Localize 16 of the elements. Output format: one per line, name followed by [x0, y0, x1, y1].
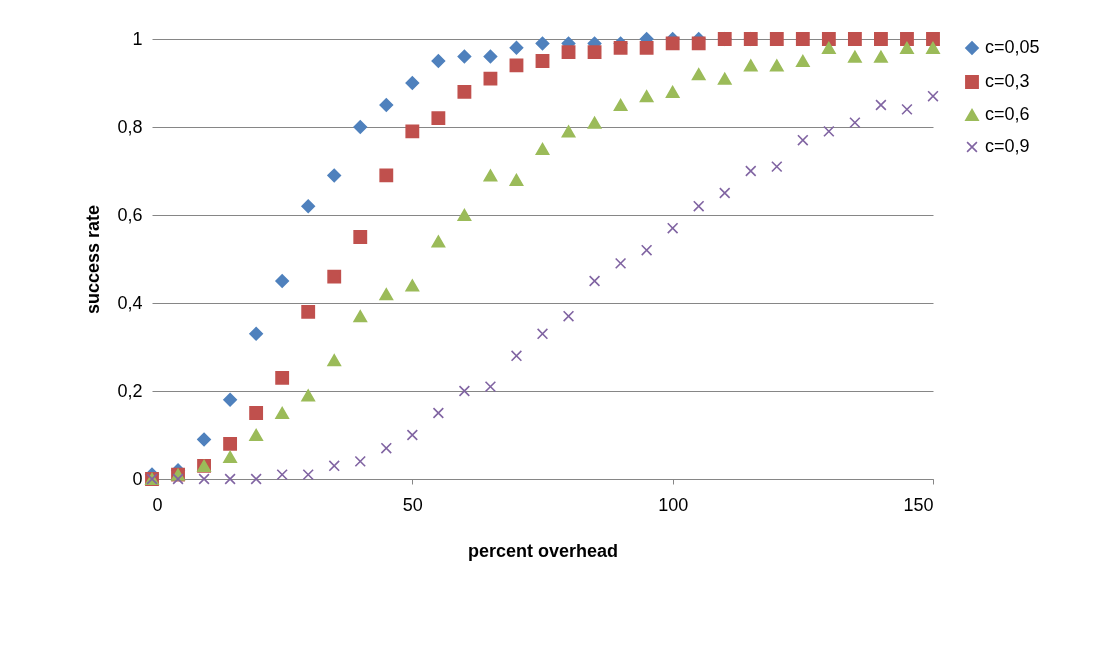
y-tick-label: 0,6	[117, 204, 143, 225]
legend-label: c=0,6	[985, 104, 1030, 124]
x-axis-title: percent overhead	[467, 540, 619, 561]
x-tick-label: 50	[402, 494, 423, 515]
y-tick-label: 0	[132, 468, 143, 489]
x-tick-label: 0	[152, 494, 163, 515]
legend-label: c=0,05	[985, 37, 1040, 57]
x-tick-label: 150	[903, 494, 934, 515]
y-tick-label: 1	[132, 28, 143, 49]
y-tick-label: 0,2	[117, 380, 143, 401]
legend-label: c=0,3	[985, 71, 1030, 91]
y-axis-title: success rate	[83, 204, 104, 315]
legend-label: c=0,9	[985, 136, 1030, 156]
y-tick-label: 0,8	[117, 116, 143, 137]
x-tick-label: 100	[658, 494, 689, 515]
y-tick-label: 0,4	[117, 292, 143, 313]
